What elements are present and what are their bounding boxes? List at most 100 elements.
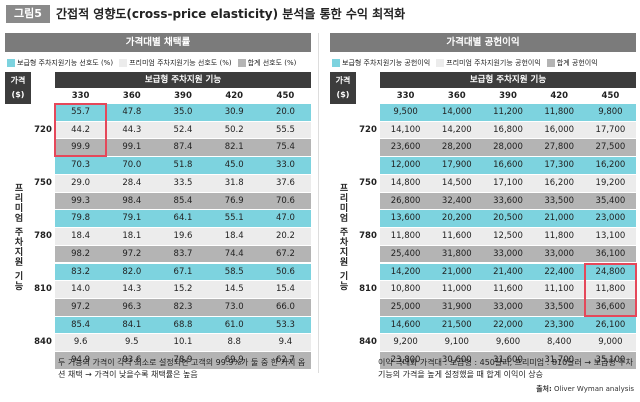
table-cell: 9,100 [444,337,469,348]
panel-title: 가격대별 채택률 [5,33,311,52]
table-cell: 30,600 [441,355,472,366]
table-cell: 9.5 [125,337,139,348]
table-cell: 10.1 [173,337,193,348]
table-row: 9.6 9.5 10.1 8.8 9.4 [55,334,311,353]
column-header: 420 [225,91,244,101]
table-cell: 14,100 [390,124,421,135]
table-row: 14,100 14,200 16,800 16,000 17,700 [380,121,636,140]
table-row: 25,000 31,900 33,000 33,500 36,600 [380,298,636,317]
column-header: 450 [601,91,620,101]
legend-label: 합계 공헌이익 [556,58,598,67]
table-cell: 23,000 [595,213,626,224]
legend-swatch [546,58,555,67]
table-cell: 28.4 [122,177,142,188]
row-group: 780 13,600 20,200 20,500 21,000 23,000 11,800 1… [356,210,636,264]
table-cell: 11,800 [390,231,421,242]
table-cell: 62.7 [275,355,295,366]
table-cell: 32,400 [441,195,472,206]
table-cell: 94.9 [71,355,91,366]
table-row: 94.9 93.6 78.9 69.9 62.7 [55,352,311,370]
table-cell: 21,000 [441,266,472,277]
table-cell: 16,800 [493,124,523,135]
table-cell: 47.0 [275,213,295,224]
table-cell: 14,200 [441,124,472,135]
legend-item: 합계 공헌이익 [546,58,598,68]
table-row: 99.9 99.1 87.4 82.1 75.4 [55,139,311,158]
column-header: 330 [71,91,90,101]
table-cell: 21,000 [544,213,575,224]
table-row: 25,400 31,800 33,000 33,000 36,100 [380,245,636,264]
table-cell: 20.0 [275,107,295,117]
table-cell: 31.8 [224,177,244,188]
table-cell: 79.8 [71,213,91,224]
table-cell: 84.1 [122,319,142,330]
column-header: 330 [396,91,415,101]
table-cell: 66.0 [275,301,295,312]
column-header: 390 [174,91,192,101]
table-cell: 36,600 [595,301,626,312]
table-cell: 98.4 [122,195,142,206]
table-cell: 18.1 [122,231,142,242]
row-price-label: 810 [356,263,380,315]
column-header: 450 [276,91,295,101]
table-cell: 33,000 [544,248,575,259]
source-text: Oliver Wyman analysis [553,385,634,393]
table-cell: 70.6 [275,195,295,206]
table-cell: 33.5 [173,177,193,188]
table-cell: 14,200 [390,266,421,277]
table-cell: 14,000 [441,107,472,117]
row-cells: 12,000 17,900 16,600 17,300 16,200 14,800 14,5… [380,157,636,211]
row-cells: 83.2 82.0 67.1 58.5 50.6 14.0 14.3 15.2 14.5 15.4… [55,263,311,317]
legend-item: 보급형 주차지원기능 공헌이익 [332,58,430,68]
legend-swatch [7,58,15,67]
row-price-label: 810 [31,263,55,315]
table-cell: 22,400 [544,266,575,277]
legend-swatch [237,58,246,67]
table-cell: 28,200 [441,142,472,153]
table-row: 26,800 32,400 33,600 33,500 35,400 [380,192,636,211]
side-label-text: 프리미엄 주차지원 기능 [337,182,348,292]
table-cell: 67.2 [275,248,295,259]
table-cell: 16,200 [544,177,575,188]
row-price-label: 750 [31,157,55,209]
table-cell: 17,300 [544,160,575,171]
table-cell: 16,200 [595,160,626,171]
table-row: 12,000 17,900 16,600 17,300 16,200 [380,157,636,175]
table-cell: 9.4 [278,337,293,348]
table-cell: 82.3 [173,301,193,312]
table-cell: 28,000 [493,142,523,153]
price-columns: 330 360 390 420 450 [380,88,636,104]
row-price-label: 840 [356,316,380,368]
column-header: 420 [550,91,569,101]
legend-label: 합계 선호도 (%) [247,58,297,67]
table-row: 85.4 84.1 68.8 61.0 53.3 [55,316,311,335]
table-cell: 23,800 [390,355,421,366]
table-row: 29.0 28.4 33.5 31.8 37.6 [55,174,311,193]
table-cell: 9.6 [73,337,88,348]
table-cell: 44.3 [122,124,142,135]
table-cell: 17,100 [493,177,523,188]
table-cell: 14.0 [71,284,91,295]
table-cell: 35,100 [595,355,626,366]
data-table: 가격 ($) 보급형 주차지원 기능 330 360 390 420 450 프리미엄 주차지원… [330,72,637,370]
row-cells: 13,600 20,200 20,500 21,000 23,000 11,800 11,6… [380,210,636,264]
table-cell: 76.9 [224,195,244,206]
table-cell: 70.3 [71,160,91,171]
contribution-margin-panel: 가격대별 공헌이익 보급형 주차지원기능 공헌이익 프리미엄 주차지원기능 공헌이익… [330,33,637,370]
source-credit: 출처: Oliver Wyman analysis [536,384,634,394]
row-cells: 55.7 47.8 35.0 30.9 20.0 44.2 44.3 52.4 50.2 55.5… [55,104,311,158]
table-cell: 69.9 [224,355,244,366]
table-cell: 20,200 [441,213,472,224]
table-cell: 31,700 [544,355,575,366]
table-cell: 50.2 [224,124,244,135]
table-cell: 36,100 [595,248,626,259]
table-cell: 83.2 [71,266,91,277]
legend-label: 프리미엄 주차지원기능 공헌이익 [446,58,541,67]
table-cell: 96.3 [122,301,142,312]
table-cell: 9,800 [598,107,623,117]
table-cell: 55.5 [275,124,295,135]
table-cell: 75.4 [275,142,295,153]
table-row: 10,800 11,000 11,600 11,100 11,800 [380,281,636,299]
table-cell: 67.1 [173,266,193,277]
table-cell: 19.6 [173,231,193,242]
